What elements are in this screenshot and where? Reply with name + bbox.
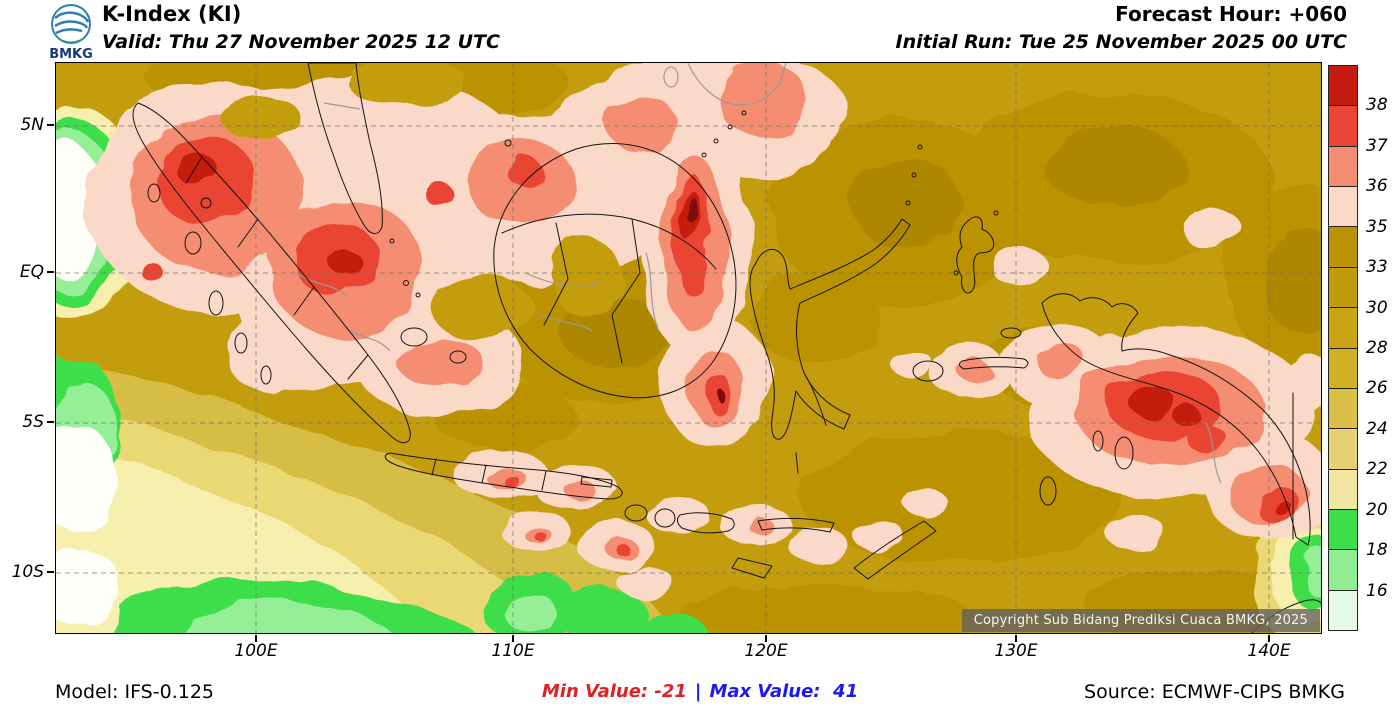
lat-label-5s: 5S [22,412,44,432]
lon-tick [255,635,257,642]
legend-color-box [1329,549,1357,590]
coastlines [132,63,1321,633]
legend-color-box [1329,387,1357,429]
legend-color-box [1329,145,1357,187]
lat-label-5n: 5N [20,115,44,135]
legend-label: 33 [1366,257,1388,278]
legend-color-box [1329,226,1357,267]
model-label: Model: IFS-0.125 [55,681,214,703]
gray-features [295,63,1222,484]
lon-label-130e: 130E [994,641,1038,661]
legend-label: 37 [1366,135,1388,156]
max-value-label: Max Value: 41 [709,681,859,702]
lon-label-100e: 100E [234,641,278,661]
contour-warm-east [891,208,1321,551]
graticule [56,63,1321,633]
contour-warm-java [453,451,948,599]
initial-run-label: Initial Run: Tue 25 November 2025 00 UTC [895,31,1347,53]
bmkg-logo-icon: BMKG [49,4,93,61]
legend-scale [1328,65,1358,631]
source-label: Source: ECMWF-CIPS BMKG [1084,681,1345,703]
legend-label: 16 [1366,580,1388,601]
legend-label: 26 [1366,378,1388,399]
bmkg-logo-text: BMKG [49,47,93,61]
forecast-hour-label: Forecast Hour: +060 [1115,2,1347,26]
legend-labels: 38 37 36 35 33 30 28 26 24 22 20 18 16 [1366,65,1400,631]
legend-color-box [1329,468,1357,509]
legend-label: 24 [1366,418,1388,439]
lat-tick [47,571,54,573]
legend-color-box [1329,105,1357,146]
minmax-separator: | [694,681,702,702]
legend-color-box [1329,589,1357,631]
contour-warm-west [86,63,846,448]
legend-label: 22 [1366,459,1388,480]
legend-label: 38 [1366,95,1388,116]
valid-time-label: Valid: Thu 27 November 2025 12 UTC [102,31,500,53]
min-value-label: Min Value: -21 [541,681,687,702]
legend-color-box [1329,266,1357,308]
lon-tick [765,635,767,642]
legend-color-box [1329,508,1357,550]
lon-label-110e: 110E [491,641,535,661]
legend-label: 35 [1366,216,1388,237]
lat-tick [47,421,54,423]
legend-color-box [1329,307,1357,348]
legend-color-box [1329,66,1357,106]
lat-label-10s: 10S [11,562,44,582]
legend-color-box [1329,347,1357,388]
lat-tick [47,124,54,126]
lon-tick [512,635,514,642]
map-frame: Copyright Sub Bidang Prediksi Cuaca BMKG… [55,62,1322,634]
legend-label: 30 [1366,297,1388,318]
lon-tick [1268,635,1270,642]
lon-tick [1015,635,1017,642]
legend-label: 36 [1366,176,1388,197]
legend-label: 28 [1366,338,1388,358]
lat-tick [47,271,54,273]
lat-label-eq: EQ [19,262,44,282]
legend-color-box [1329,186,1357,227]
lon-label-140e: 140E [1247,641,1291,661]
weather-map [56,63,1321,633]
legend-label: 20 [1366,499,1388,520]
copyright-label: Copyright Sub Bidang Prediksi Cuaca BMKG… [961,609,1320,632]
page-title: K-Index (KI) [102,2,242,26]
legend-label: 18 [1366,540,1388,561]
contour-cool-southwest [56,105,1321,633]
lon-label-120e: 120E [744,641,788,661]
legend-color-box [1329,428,1357,469]
minmax-labels: Min Value: -21 | Max Value: 41 [0,681,1400,702]
